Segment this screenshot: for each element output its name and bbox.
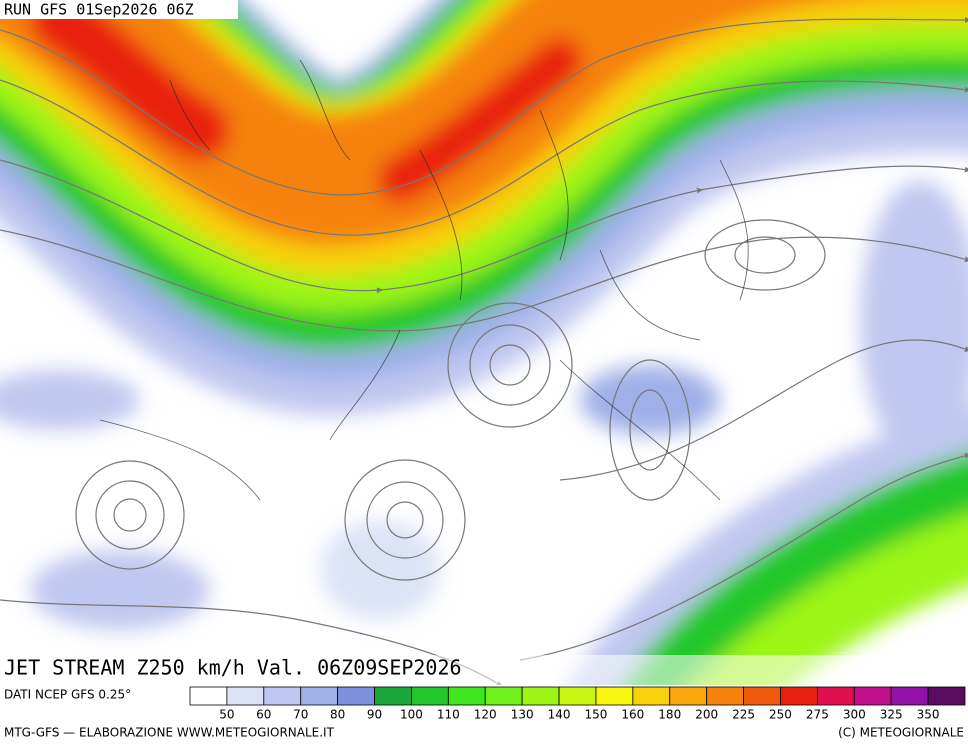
- colorbar-tick-label: 250: [769, 708, 792, 722]
- color-box: [632, 686, 671, 706]
- colorbar-tick-label: 60: [256, 708, 271, 722]
- color-box: [300, 686, 339, 706]
- colorbar-tick-label: 325: [880, 708, 903, 722]
- footer-right: (C) METEOGIORNALE: [838, 726, 964, 740]
- color-box: [447, 686, 486, 706]
- color-box: [890, 686, 929, 706]
- run-label: RUN GFS 01Sep2026 06Z: [4, 1, 194, 19]
- colorbar-tick-label: 80: [330, 708, 345, 722]
- map-title: JET STREAM Z250 km/h Val. 06Z09SEP2026: [4, 656, 462, 680]
- color-box: [484, 686, 523, 706]
- colorbar-tick-label: 90: [367, 708, 382, 722]
- colorbar: 50 60 70 80 90 100 110 120 130 140 150 160 180 200 225…: [189, 686, 966, 722]
- color-box: [743, 686, 781, 706]
- color-box: [374, 686, 412, 706]
- colorbar-tick-label: 50: [219, 708, 234, 722]
- color-box: [669, 686, 708, 706]
- color-box: [337, 686, 375, 706]
- color-box: [853, 686, 892, 706]
- streamlines: [0, 16, 968, 685]
- color-box: [521, 686, 560, 706]
- run-label-bg: [0, 0, 238, 19]
- colorbar-tick-label: 275: [806, 708, 829, 722]
- color-box: [558, 686, 597, 706]
- colorbar-tick-label: 100: [400, 708, 423, 722]
- borders: [99, 59, 749, 501]
- color-box: [263, 686, 302, 706]
- colorbar-tick-label: 140: [548, 708, 571, 722]
- colorbar-tick-label: 70: [293, 708, 308, 722]
- colorbar-tick-label: 120: [474, 708, 497, 722]
- footer-left: MTG-GFS — ELABORAZIONE WWW.METEOGIORNALE…: [4, 726, 335, 740]
- color-box: [226, 686, 265, 706]
- color-box: [411, 686, 449, 706]
- colorbar-tick-label: 130: [511, 708, 534, 722]
- colorbar-tick-label: 225: [732, 708, 755, 722]
- colorbar-tick-label: 200: [695, 708, 718, 722]
- colorbar-tick-label: 300: [843, 708, 866, 722]
- colorbar-tick-label: 110: [437, 708, 460, 722]
- data-source: DATI NCEP GFS 0.25°: [4, 688, 131, 702]
- colorbar-tick-label: 150: [584, 708, 607, 722]
- color-box: [595, 686, 634, 706]
- color-box: [780, 686, 818, 706]
- color-box: [189, 686, 228, 706]
- color-box: [927, 686, 966, 706]
- colorbar-tick-label: 180: [658, 708, 681, 722]
- colorbar-tick-label: 160: [621, 708, 644, 722]
- colorbar-tick-label: 350: [917, 708, 940, 722]
- color-box: [706, 686, 744, 706]
- color-box: [816, 686, 855, 706]
